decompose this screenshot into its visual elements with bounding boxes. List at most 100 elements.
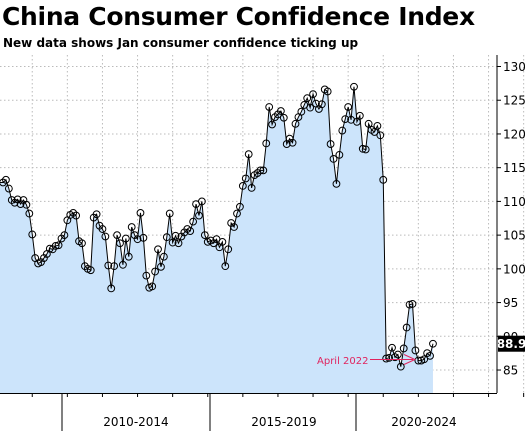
data-point (200, 231, 209, 240)
data-point (414, 356, 423, 365)
annotation-arrowhead (403, 354, 417, 365)
data-point (364, 119, 373, 128)
data-point (121, 234, 130, 243)
data-point (101, 232, 110, 241)
data-point (198, 197, 206, 206)
data-point (268, 120, 277, 129)
data-point (247, 184, 256, 192)
data-point (107, 284, 116, 293)
data-point (361, 145, 370, 154)
data-point (373, 121, 382, 130)
last-value-box (498, 335, 525, 352)
data-point (429, 339, 437, 348)
data-point (28, 230, 37, 239)
y-tick-label: 130 (503, 60, 525, 74)
data-point (405, 300, 414, 309)
data-point (303, 94, 312, 103)
x-tick-label: 2010-2014 (103, 415, 168, 429)
data-point (329, 155, 338, 163)
data-point (259, 166, 268, 175)
data-point (420, 355, 429, 364)
data-point (344, 103, 353, 111)
data-point (168, 238, 177, 247)
data-point (78, 239, 86, 248)
data-point (382, 354, 391, 363)
data-point (92, 210, 101, 219)
data-point (332, 179, 341, 188)
series-group (0, 82, 437, 393)
data-point (376, 131, 385, 140)
data-point (148, 282, 157, 291)
data-point (119, 260, 127, 269)
y-tick-label: 100 (503, 262, 525, 276)
data-point (399, 344, 408, 353)
data-point (154, 245, 162, 254)
data-point (388, 343, 396, 352)
data-point (326, 140, 335, 148)
data-point (25, 209, 34, 218)
data-point (370, 128, 379, 136)
data-point (218, 237, 227, 246)
data-point (72, 211, 81, 220)
data-point (276, 107, 285, 115)
data-point (306, 103, 315, 112)
data-point (256, 166, 265, 175)
series-line (0, 86, 434, 367)
data-point (124, 252, 133, 261)
data-point (353, 117, 361, 126)
data-point (426, 351, 434, 360)
data-point (142, 271, 151, 280)
data-point (133, 235, 142, 244)
data-point (241, 174, 250, 183)
data-point (113, 231, 121, 240)
data-point (262, 139, 271, 148)
data-point (350, 82, 358, 91)
data-point (151, 267, 160, 276)
data-point (22, 200, 31, 209)
data-point (54, 241, 63, 250)
y-tick-label: 110 (503, 195, 525, 209)
data-point (224, 245, 233, 254)
data-point (402, 323, 411, 332)
data-point (323, 87, 332, 96)
data-point (335, 150, 344, 159)
data-point (171, 231, 180, 240)
chart-title: China Consumer Confidence Index (2, 2, 475, 31)
data-point (233, 209, 241, 218)
data-point (159, 252, 168, 261)
x-tick-label: 2020-2024 (391, 415, 456, 429)
data-point (86, 266, 95, 275)
data-point (379, 175, 388, 184)
data-point (355, 111, 364, 120)
data-point (139, 233, 148, 242)
data-point (341, 115, 350, 124)
data-point (393, 350, 402, 359)
data-point (162, 233, 171, 242)
data-point (195, 211, 203, 220)
data-point (238, 181, 247, 190)
data-point (291, 119, 300, 128)
data-point (265, 103, 274, 111)
data-point (338, 126, 347, 135)
data-point (279, 113, 288, 122)
data-point (297, 107, 306, 116)
data-point (136, 208, 145, 217)
data-point (51, 242, 60, 250)
data-point (230, 223, 238, 231)
data-point (396, 362, 405, 371)
data-point (221, 262, 230, 271)
data-point (60, 231, 69, 240)
chart-subtitle: New data shows Jan consumer confidence t… (3, 36, 359, 50)
y-tick-label: 95 (503, 296, 518, 310)
data-point (98, 225, 107, 233)
y-tick-label: 105 (503, 229, 525, 243)
data-point (411, 346, 420, 355)
data-point (317, 100, 326, 109)
data-point (309, 90, 317, 99)
y-tick-label: 115 (503, 161, 525, 175)
data-point (236, 202, 244, 211)
data-point (186, 227, 195, 235)
data-point (165, 209, 174, 218)
data-point (408, 300, 417, 308)
